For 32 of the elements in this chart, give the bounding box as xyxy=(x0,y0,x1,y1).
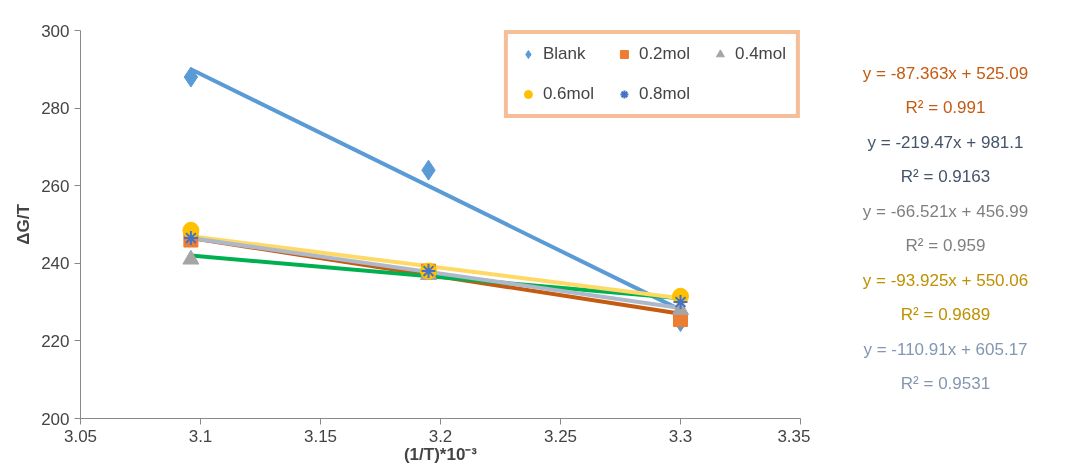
y-tick-label: 300 xyxy=(41,21,70,41)
text: y = -87.363x + 525.09 xyxy=(862,63,1029,83)
x-axis-title: (1/T)*10⁻³ xyxy=(403,444,478,464)
text: R² = 0.9163 xyxy=(900,166,991,186)
text: y = -66.521x + 456.99 xyxy=(862,201,1029,221)
text: R² = 0.9689 xyxy=(900,304,991,324)
y-tick-label: 200 xyxy=(41,409,70,429)
y-axis-title: ΔG/T xyxy=(14,203,34,245)
text: R² = 0.991 xyxy=(905,97,986,117)
text: R² = 0.959 xyxy=(905,235,986,255)
x-tick-label: 3.25 xyxy=(543,426,578,446)
text: y = -110.91x + 605.17 xyxy=(863,339,1028,359)
legend-label: 0.6mol xyxy=(542,84,594,104)
legend-label: 0.8mol xyxy=(638,84,690,104)
text: R² = 0.9531 xyxy=(900,373,991,393)
legend-label: 0.2mol xyxy=(638,44,690,64)
x-tick-label: 3.15 xyxy=(303,426,338,446)
point xyxy=(672,294,689,311)
x-tick-label: 3.1 xyxy=(188,426,213,446)
y-tick-label: 220 xyxy=(41,331,70,351)
text: y = -219.47x + 981.1 xyxy=(867,132,1024,152)
y-tick-label: 280 xyxy=(41,99,70,119)
x-tick-label: 3.2 xyxy=(428,426,453,446)
x-tick-label: 3.3 xyxy=(668,426,693,446)
text: y = -93.925x + 550.06 xyxy=(862,270,1029,290)
legend-label: 0.4mol xyxy=(734,44,786,64)
legend-label: Blank xyxy=(542,44,586,64)
y-tick-label: 260 xyxy=(41,176,70,196)
point xyxy=(183,66,199,88)
x-tick-label: 3.05 xyxy=(63,426,98,446)
y-tick-label: 240 xyxy=(41,254,70,274)
x-tick-label: 3.35 xyxy=(777,426,811,446)
